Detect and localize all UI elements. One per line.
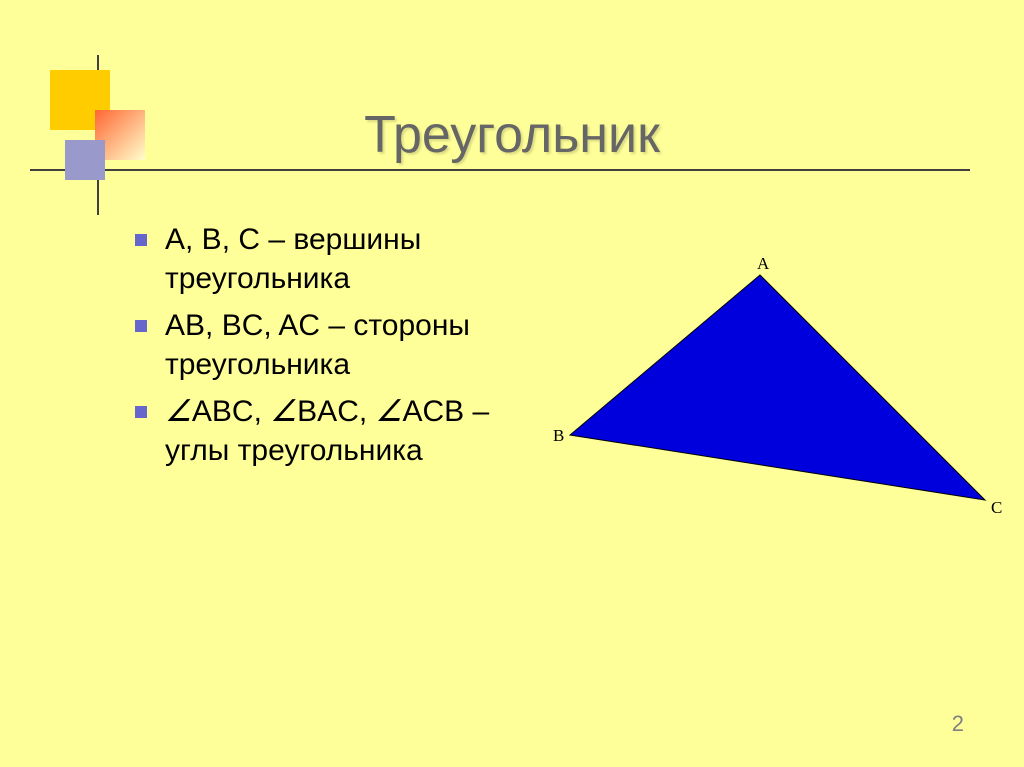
triangle-figure: A B C <box>545 255 1005 525</box>
list-item: ∠ABC, ∠BAC, ∠ACB – углы треугольника <box>135 392 495 470</box>
angle-icon: ∠ <box>165 395 192 428</box>
content-list: A, B, C – вершины треугольника AB, BC, A… <box>135 220 495 478</box>
page-title: Треугольник <box>0 105 1024 165</box>
vertex-label-a: A <box>757 255 770 273</box>
vertex-label-b: B <box>553 426 564 445</box>
triangle-shape <box>570 275 985 500</box>
title-block: Треугольник <box>0 105 1024 165</box>
page-number: 2 <box>952 711 964 737</box>
angle-icon: ∠ <box>376 395 403 428</box>
list-item: AB, BC, AC – стороны треугольника <box>135 306 495 384</box>
angle-icon: ∠ <box>270 395 297 428</box>
list-item: A, B, C – вершины треугольника <box>135 220 495 298</box>
vertex-label-c: C <box>991 498 1002 517</box>
